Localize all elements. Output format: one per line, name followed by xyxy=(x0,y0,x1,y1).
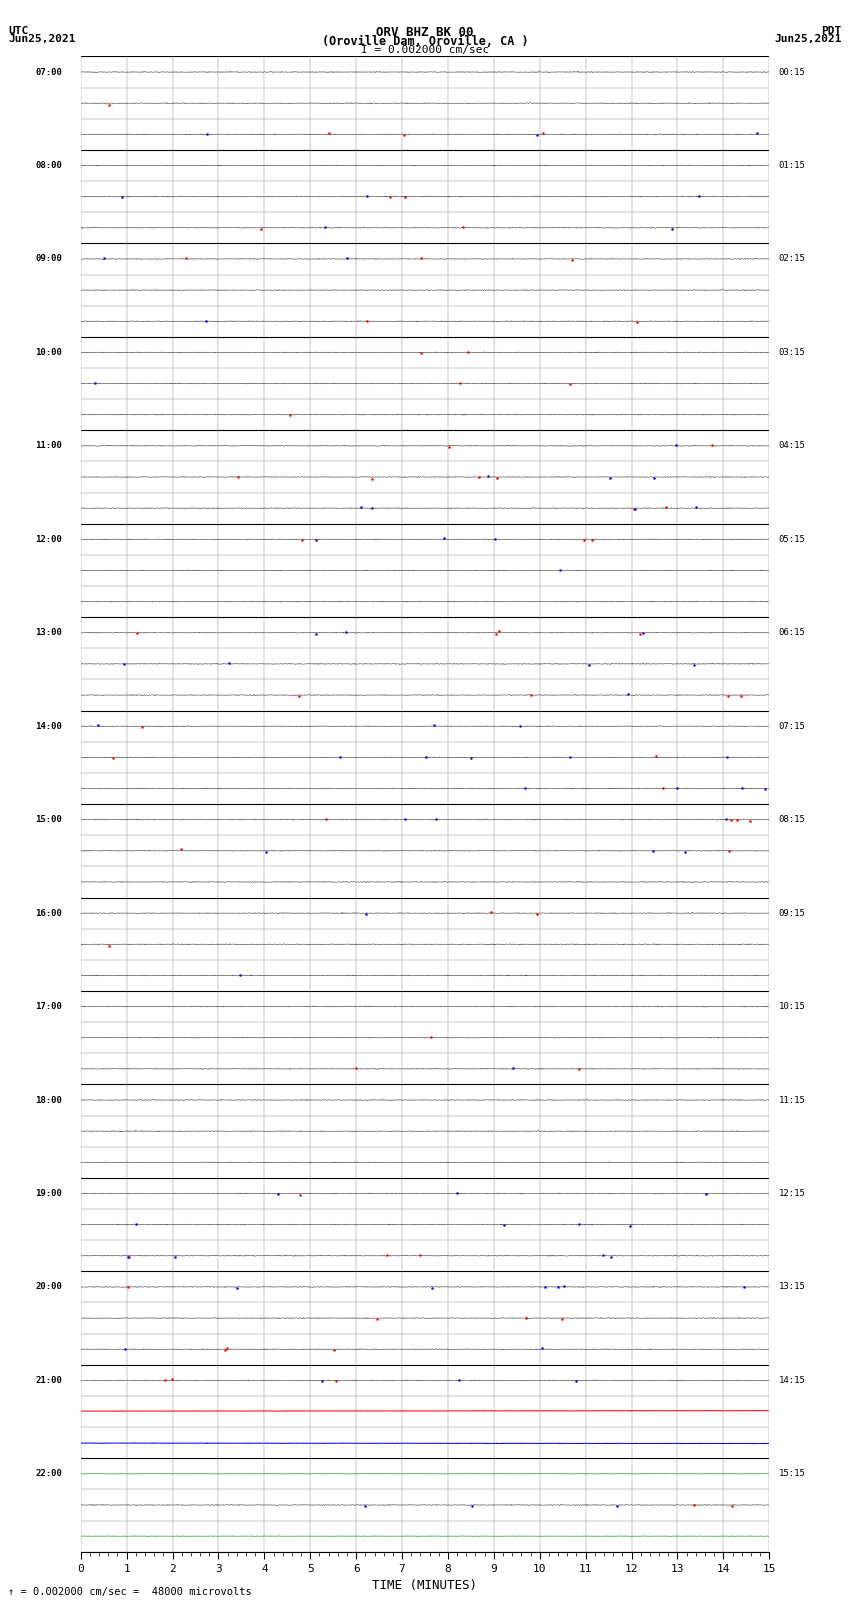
Text: 00:15: 00:15 xyxy=(779,68,805,76)
Text: 13:15: 13:15 xyxy=(779,1282,805,1292)
Text: ↑ = 0.002000 cm/sec =  48000 microvolts: ↑ = 0.002000 cm/sec = 48000 microvolts xyxy=(8,1587,252,1597)
Text: 05:15: 05:15 xyxy=(779,536,805,544)
Text: 02:15: 02:15 xyxy=(779,255,805,263)
Text: UTC: UTC xyxy=(8,26,29,35)
Text: 14:00: 14:00 xyxy=(36,721,62,731)
Text: ORV BHZ BK 00: ORV BHZ BK 00 xyxy=(377,26,473,39)
Text: 08:15: 08:15 xyxy=(779,815,805,824)
Text: Jun25,2021: Jun25,2021 xyxy=(8,34,76,44)
Text: 10:15: 10:15 xyxy=(779,1002,805,1011)
Text: 21:00: 21:00 xyxy=(36,1376,62,1386)
Text: 20:00: 20:00 xyxy=(36,1282,62,1292)
Text: 13:00: 13:00 xyxy=(36,627,62,637)
Text: 16:00: 16:00 xyxy=(36,908,62,918)
Text: 07:00: 07:00 xyxy=(36,68,62,76)
Text: (Oroville Dam, Oroville, CA ): (Oroville Dam, Oroville, CA ) xyxy=(321,35,529,48)
Text: 12:00: 12:00 xyxy=(36,536,62,544)
Text: 01:15: 01:15 xyxy=(779,161,805,169)
Text: Jun25,2021: Jun25,2021 xyxy=(774,34,842,44)
Text: 22:00: 22:00 xyxy=(36,1469,62,1479)
Text: 08:00: 08:00 xyxy=(36,161,62,169)
Text: 11:15: 11:15 xyxy=(779,1095,805,1105)
Text: 15:15: 15:15 xyxy=(779,1469,805,1479)
Text: 06:15: 06:15 xyxy=(779,627,805,637)
Text: 12:15: 12:15 xyxy=(779,1189,805,1198)
Text: 09:15: 09:15 xyxy=(779,908,805,918)
Text: 17:00: 17:00 xyxy=(36,1002,62,1011)
Text: 04:15: 04:15 xyxy=(779,442,805,450)
Text: 11:00: 11:00 xyxy=(36,442,62,450)
X-axis label: TIME (MINUTES): TIME (MINUTES) xyxy=(372,1579,478,1592)
Text: 10:00: 10:00 xyxy=(36,348,62,356)
Text: 09:00: 09:00 xyxy=(36,255,62,263)
Text: 14:15: 14:15 xyxy=(779,1376,805,1386)
Text: 19:00: 19:00 xyxy=(36,1189,62,1198)
Text: 03:15: 03:15 xyxy=(779,348,805,356)
Text: I = 0.002000 cm/sec: I = 0.002000 cm/sec xyxy=(361,45,489,55)
Text: PDT: PDT xyxy=(821,26,842,35)
Text: 18:00: 18:00 xyxy=(36,1095,62,1105)
Text: 07:15: 07:15 xyxy=(779,721,805,731)
Text: 15:00: 15:00 xyxy=(36,815,62,824)
